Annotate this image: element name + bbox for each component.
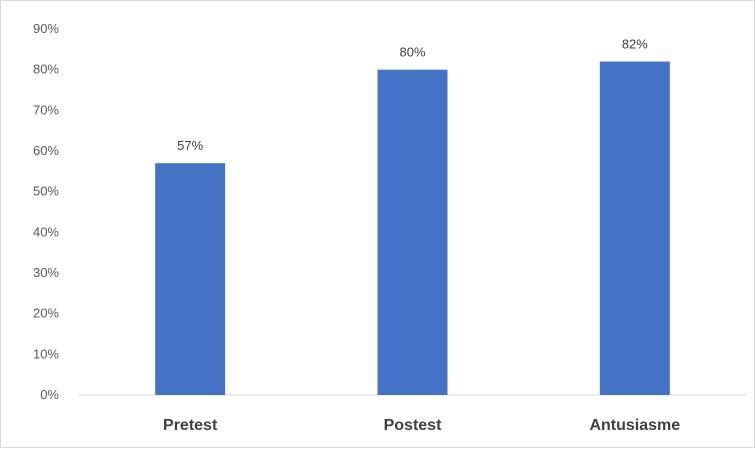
bar-antusiasme <box>599 61 670 396</box>
y-tick-label: 60% <box>33 143 59 158</box>
data-label: 57% <box>177 138 203 153</box>
y-tick-label: 80% <box>33 62 59 77</box>
category-label: Postest <box>384 417 442 434</box>
data-label: 80% <box>399 45 425 60</box>
y-tick-label: 50% <box>33 184 59 199</box>
category-labels: Pretest Postest Antusiasme <box>163 417 680 434</box>
y-tick-label: 70% <box>33 102 59 117</box>
y-tick-label: 10% <box>33 346 59 361</box>
bar-pretest <box>155 163 226 395</box>
y-tick-label: 0% <box>40 387 59 402</box>
data-label: 82% <box>622 37 648 52</box>
y-tick-label: 30% <box>33 265 59 280</box>
y-tick-label: 20% <box>33 306 59 321</box>
y-tick-label: 40% <box>33 224 59 239</box>
data-labels: 57% 80% 82% <box>177 37 648 154</box>
y-axis-ticks: 0% 10% 20% 30% 40% 50% 60% 70% 80% 90% <box>33 21 59 402</box>
category-label: Antusiasme <box>589 417 680 434</box>
bars <box>155 61 670 396</box>
category-label: Pretest <box>163 417 218 434</box>
bar-postest <box>377 69 448 396</box>
y-tick-label: 90% <box>33 21 59 36</box>
